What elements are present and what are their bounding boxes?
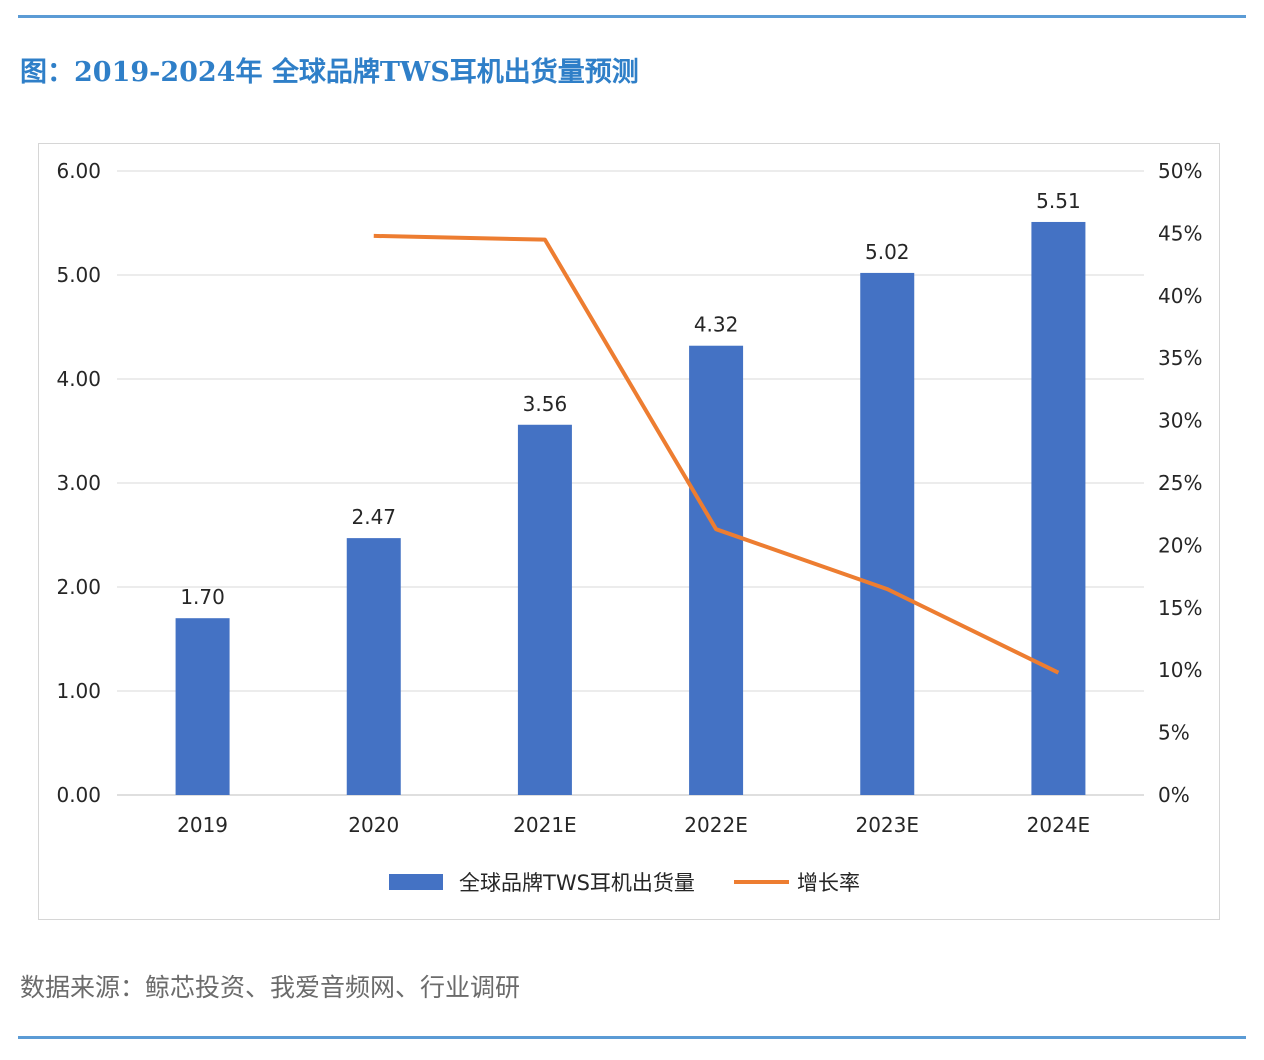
combo-chart: 0.00 1.00 2.00 3.00 4.00 5.00 6.00 0% 5% 10% 15% 20… [56, 159, 1202, 895]
x-tick-label: 2020 [348, 813, 399, 837]
chart-container: 0.00 1.00 2.00 3.00 4.00 5.00 6.00 0% 5% 10% 15% 20… [38, 143, 1220, 920]
bar-2019 [175, 618, 230, 795]
top-rule [18, 15, 1246, 18]
bar-data-label: 4.32 [694, 313, 739, 337]
bar-2024e [1031, 221, 1086, 796]
bar-data-label: 2.47 [351, 505, 396, 529]
bar-data-label: 1.70 [180, 585, 225, 609]
bar-2022e [689, 345, 744, 795]
y-left-tick-label: 0.00 [56, 783, 101, 807]
legend-bar-swatch [389, 874, 443, 890]
source-note: 数据来源：鲸芯投资、我爱音频网、行业调研 [20, 973, 521, 1002]
y-right-tick-label: 0% [1158, 783, 1190, 807]
y-right-tick-label: 40% [1158, 284, 1202, 308]
bar-2021e [517, 424, 572, 795]
x-tick-label: 2019 [177, 813, 228, 837]
y-left-tick-label: 3.00 [56, 471, 101, 495]
bar-2023e [860, 272, 915, 795]
y-left-tick-label: 5.00 [56, 263, 101, 287]
y-right-tick-label: 10% [1158, 658, 1202, 682]
bar-data-label: 3.56 [523, 392, 568, 416]
y-left-tick-label: 4.00 [56, 367, 101, 391]
legend-line-label: 增长率 [797, 871, 860, 895]
y-right-tick-label: 15% [1158, 596, 1202, 620]
y-right-tick-label: 5% [1158, 721, 1190, 745]
bottom-rule [18, 1036, 1246, 1039]
x-tick-label: 2021E [513, 813, 577, 837]
y-right-tick-label: 25% [1158, 471, 1202, 495]
bar-data-label: 5.51 [1036, 189, 1081, 213]
y-right-tick-label: 45% [1158, 221, 1202, 245]
y-left-tick-label: 6.00 [56, 159, 101, 183]
y-right-tick-label: 50% [1158, 159, 1202, 183]
legend-bar-label: 全球品牌TWS耳机出货量 [459, 871, 695, 895]
figure-title: 图：2019-2024年 全球品牌TWS耳机出货量预测 [20, 57, 639, 88]
x-tick-label: 2024E [1027, 813, 1091, 837]
y-right-tick-label: 20% [1158, 533, 1202, 557]
x-tick-label: 2022E [684, 813, 748, 837]
x-tick-label: 2023E [855, 813, 919, 837]
growth-rate-line [373, 233, 1060, 675]
y-left-tick-label: 2.00 [56, 575, 101, 599]
y-left-tick-label: 1.00 [56, 679, 101, 703]
bar-2020 [346, 538, 401, 795]
y-right-tick-label: 35% [1158, 346, 1202, 370]
y-right-tick-label: 30% [1158, 409, 1202, 433]
bar-data-label: 5.02 [865, 240, 910, 264]
